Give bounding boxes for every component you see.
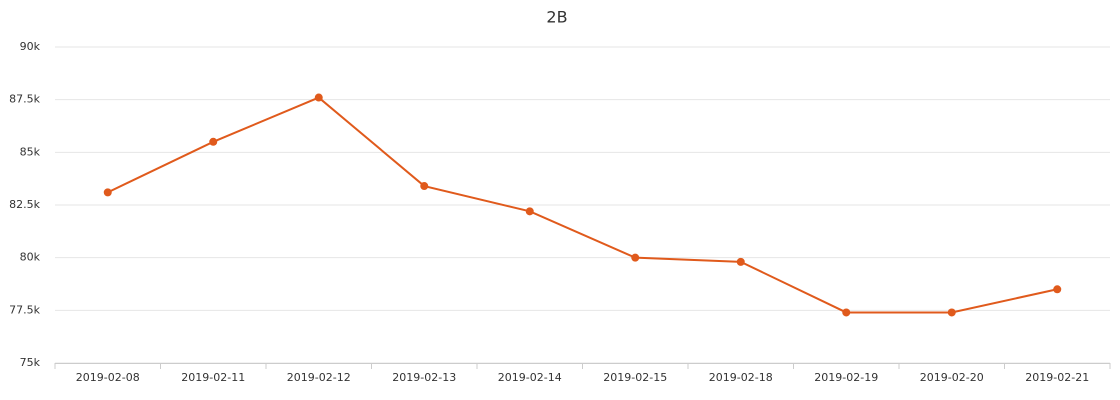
y-tick-label: 85k xyxy=(20,145,41,158)
x-tick-label: 2019-02-20 xyxy=(920,371,984,384)
y-tick-label: 80k xyxy=(20,251,41,264)
data-point xyxy=(525,207,534,216)
data-point xyxy=(209,137,218,146)
data-point xyxy=(842,308,851,317)
x-tick-label: 2019-02-15 xyxy=(603,371,667,384)
y-tick-label: 87.5k xyxy=(9,93,40,106)
x-tick-label: 2019-02-19 xyxy=(814,371,878,384)
series-line xyxy=(107,96,1058,314)
data-point xyxy=(947,308,956,317)
chart-title: 2B xyxy=(546,8,567,27)
x-tick-label: 2019-02-11 xyxy=(181,371,245,384)
y-tick-label: 82.5k xyxy=(9,198,40,211)
data-point xyxy=(103,188,112,197)
x-tick-label: 2019-02-21 xyxy=(1025,371,1089,384)
data-point xyxy=(420,182,429,191)
data-point xyxy=(736,257,745,266)
data-point xyxy=(631,253,640,262)
x-tick-label: 2019-02-08 xyxy=(76,371,140,384)
x-tick-label: 2019-02-14 xyxy=(498,371,562,384)
y-tick-label: 75k xyxy=(20,356,41,369)
x-tick-label: 2019-02-13 xyxy=(392,371,456,384)
y-tick-label: 77.5k xyxy=(9,303,40,316)
x-tick-label: 2019-02-18 xyxy=(709,371,773,384)
y-tick-label: 90k xyxy=(20,40,41,53)
data-point xyxy=(1053,285,1062,294)
data-point xyxy=(314,93,323,102)
x-tick-label: 2019-02-12 xyxy=(287,371,351,384)
